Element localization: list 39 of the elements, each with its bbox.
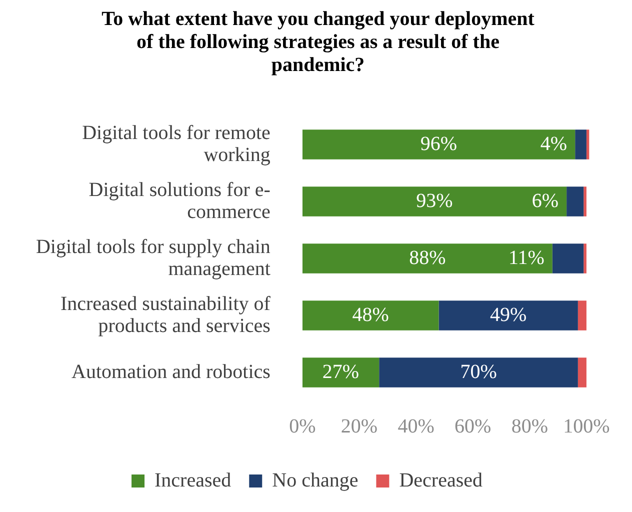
data-label: 93% — [416, 190, 453, 212]
x-tick-label: 100% — [563, 415, 610, 438]
y-tick-label: Increased sustainability of products and services — [60, 292, 271, 337]
chart-title: To what extent have you changed your deployment of the following strategies as a result of the pandemic? — [100, 8, 536, 77]
bar — [438, 300, 578, 330]
x-tick-label: 0% — [289, 415, 316, 438]
data-label: 70% — [460, 360, 497, 383]
data-label: 49% — [490, 304, 527, 326]
data-label: 6% — [532, 190, 559, 212]
y-tick-label: Digital tools for remote working — [82, 122, 271, 166]
x-tick-label: 40% — [398, 415, 434, 438]
bar — [584, 186, 586, 216]
bar — [584, 244, 586, 274]
bar — [302, 358, 380, 388]
x-tick-label: 60% — [454, 415, 492, 438]
legend-label: No change — [272, 469, 358, 492]
bar — [552, 244, 584, 274]
legend-label: Increased — [154, 469, 232, 492]
data-label: 4% — [540, 132, 568, 155]
legend-label: Decreased — [399, 469, 482, 492]
bar — [575, 130, 586, 160]
x-tick-label: 20% — [340, 415, 378, 438]
y-tick-label: Automation and robotics — [72, 360, 271, 383]
y-tick-label: Digital tools for supply chain management — [36, 236, 271, 280]
bar — [302, 130, 576, 160]
data-label: 27% — [322, 360, 360, 383]
x-tick-label: 80% — [511, 415, 548, 438]
data-label: 88% — [409, 246, 446, 269]
bar — [578, 358, 586, 388]
data-label: 48% — [352, 304, 389, 326]
bar — [302, 300, 439, 330]
y-tick-label: Digital solutions for e-commerce — [88, 178, 271, 223]
bar — [302, 244, 552, 274]
data-label: 11% — [508, 246, 544, 269]
data-label: 96% — [420, 132, 458, 155]
bar — [578, 300, 586, 330]
bar — [302, 186, 567, 216]
bar — [566, 186, 584, 216]
bar — [379, 358, 578, 388]
